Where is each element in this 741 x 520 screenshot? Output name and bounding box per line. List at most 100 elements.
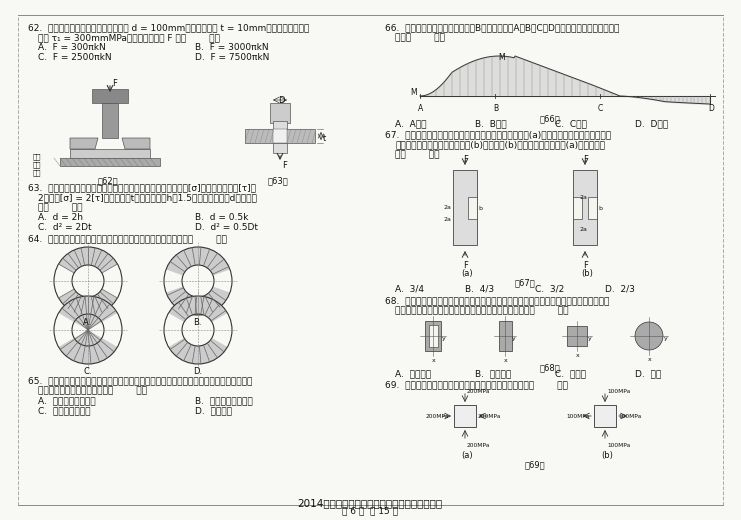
Text: B.  实心矩形: B. 实心矩形 — [475, 369, 511, 378]
Bar — [429, 325, 438, 347]
Text: 题66图: 题66图 — [540, 114, 561, 123]
Text: D.  无法确定: D. 无法确定 — [195, 406, 232, 415]
Text: C.  d² = 2Dt: C. d² = 2Dt — [38, 223, 92, 232]
Text: A.  A截面: A. A截面 — [395, 119, 427, 128]
Text: (b): (b) — [601, 451, 613, 460]
Text: 题67图: 题67图 — [515, 278, 536, 287]
Polygon shape — [70, 138, 98, 149]
Text: B.  转速慢的轴扭矩大: B. 转速慢的轴扭矩大 — [195, 396, 253, 405]
Text: 面是（        ）。: 面是（ ）。 — [395, 33, 445, 42]
Polygon shape — [168, 296, 227, 322]
Text: 69.  按照第三强度理论，图示两种应力状态的危险程度是（        ）。: 69. 按照第三强度理论，图示两种应力状态的危险程度是（ ）。 — [385, 380, 568, 389]
Text: 冲模: 冲模 — [33, 169, 41, 176]
Text: 冲头: 冲头 — [33, 153, 41, 160]
Text: D.  2/3: D. 2/3 — [605, 285, 635, 294]
Text: F: F — [463, 155, 468, 164]
Text: D.: D. — [193, 367, 202, 376]
Text: 200MPa: 200MPa — [478, 414, 502, 419]
Text: M: M — [410, 88, 416, 97]
Text: 68.  梁的横截面可选用图示空心矩形、矩形、正方形和圆形四种之一，假设四种截面的面积: 68. 梁的横截面可选用图示空心矩形、矩形、正方形和圆形四种之一，假设四种截面的… — [385, 296, 609, 305]
Text: C.: C. — [83, 367, 91, 376]
Bar — [273, 121, 287, 153]
Text: D.  F = 7500πkN: D. F = 7500πkN — [195, 53, 270, 62]
Bar — [468, 197, 477, 219]
Text: (b): (b) — [581, 269, 593, 278]
Text: D: D — [278, 96, 285, 105]
Polygon shape — [59, 247, 117, 273]
Text: C.  各轴的扭矩相同: C. 各轴的扭矩相同 — [38, 406, 90, 415]
Text: x: x — [576, 353, 579, 358]
Text: 钢板: 钢板 — [33, 161, 41, 167]
Text: 63.  螺钉受力如图，已知螺钉和钢板的材料相同，拉伸许用应力[σ]是剪切许用应力[τ]的: 63. 螺钉受力如图，已知螺钉和钢板的材料相同，拉伸许用应力[σ]是剪切许用应力… — [28, 183, 256, 192]
Text: A.  d = 2h: A. d = 2h — [38, 213, 83, 222]
Polygon shape — [59, 296, 117, 330]
Text: A.  转速快的轴扭矩大: A. 转速快的轴扭矩大 — [38, 396, 96, 405]
Text: 对称位置也挖出同样的槽（如图(b)），则图(b)杆的最大压应力是图(a)最大压应力: 对称位置也挖出同样的槽（如图(b)），则图(b)杆的最大压应力是图(a)最大压应… — [395, 140, 605, 149]
Text: x: x — [504, 358, 508, 363]
Bar — [245, 129, 315, 143]
Text: 极限 τ₁ = 300mmMPa，需要的冲击力 F 是（        ）。: 极限 τ₁ = 300mmMPa，需要的冲击力 F 是（ ）。 — [38, 33, 220, 42]
Text: D.  D截面: D. D截面 — [635, 119, 668, 128]
Text: 是（        ）。: 是（ ）。 — [38, 203, 82, 212]
Text: x: x — [432, 358, 436, 363]
Text: 题69图: 题69图 — [525, 460, 545, 469]
Polygon shape — [168, 338, 227, 364]
Text: C.  C截面: C. C截面 — [555, 119, 587, 128]
Text: B.  B截面: B. B截面 — [475, 119, 507, 128]
Text: 100MPa: 100MPa — [618, 414, 641, 419]
Text: 均相等，载荷作用方向铅垂向下，承载能力最大的截面是（        ）。: 均相等，载荷作用方向铅垂向下，承载能力最大的截面是（ ）。 — [395, 306, 568, 315]
Text: C.  F = 2500πkN: C. F = 2500πkN — [38, 53, 112, 62]
Text: D.  d² = 0.5Dt: D. d² = 0.5Dt — [195, 223, 258, 232]
Text: 题68图: 题68图 — [540, 363, 561, 372]
Text: y: y — [442, 336, 446, 341]
Text: 200MPa: 200MPa — [467, 389, 491, 394]
Bar — [573, 197, 582, 219]
Bar — [425, 321, 441, 351]
Text: M: M — [498, 53, 505, 62]
Text: 200MPa: 200MPa — [426, 414, 449, 419]
Text: y: y — [512, 336, 516, 341]
Text: F: F — [583, 261, 588, 270]
Text: y: y — [588, 336, 592, 341]
Polygon shape — [166, 247, 230, 276]
Text: C.  正方形: C. 正方形 — [555, 369, 586, 378]
Polygon shape — [59, 330, 117, 364]
Text: 100MPa: 100MPa — [566, 414, 589, 419]
Text: F: F — [112, 79, 117, 88]
Text: 2a: 2a — [579, 227, 587, 232]
Text: 64.  图示受扭空心圆轴横截面上的切应力分布图，其中正确的是（        ）；: 64. 图示受扭空心圆轴横截面上的切应力分布图，其中正确的是（ ）； — [28, 234, 227, 243]
Bar — [573, 170, 597, 245]
Text: 200MPa: 200MPa — [467, 443, 491, 448]
Text: (a): (a) — [461, 269, 473, 278]
Text: B.: B. — [193, 318, 202, 327]
Text: F: F — [463, 261, 468, 270]
Text: A.  空心矩形: A. 空心矩形 — [395, 369, 431, 378]
Text: B: B — [493, 104, 498, 113]
Text: A: A — [418, 104, 423, 113]
Text: D: D — [708, 104, 714, 113]
Text: t: t — [323, 134, 326, 143]
Circle shape — [635, 322, 663, 350]
Text: 第 6 页  共 15 页: 第 6 页 共 15 页 — [342, 506, 398, 515]
Bar — [567, 326, 587, 346]
Text: 100MPa: 100MPa — [607, 443, 631, 448]
Text: D.  圆形: D. 圆形 — [635, 369, 661, 378]
Text: 的（        ）。: 的（ ）。 — [395, 150, 439, 159]
Text: 题62图: 题62图 — [98, 176, 119, 185]
Text: (a): (a) — [461, 451, 473, 460]
Text: 2倍，即[σ] = 2[τ]，钢板厚度t是螺钉头高度h的1.5倍，则螺钉直径d的合理值: 2倍，即[σ] = 2[τ]，钢板厚度t是螺钉头高度h的1.5倍，则螺钉直径d的… — [38, 193, 257, 202]
Text: 2a: 2a — [579, 195, 587, 200]
Bar — [60, 158, 160, 166]
Text: y: y — [664, 336, 668, 341]
Text: b: b — [598, 206, 602, 211]
Text: B.  4/3: B. 4/3 — [465, 285, 494, 294]
Polygon shape — [59, 289, 117, 315]
Text: 67.  图示矩形截面受压杆，杆的中间段右侧有一槽，如图(a)所示，若在杆的左侧，即槽的: 67. 图示矩形截面受压杆，杆的中间段右侧有一槽，如图(a)所示，若在杆的左侧，… — [385, 130, 611, 139]
Bar — [453, 170, 477, 245]
Bar — [499, 321, 512, 351]
Text: F: F — [583, 155, 588, 164]
Text: 2a: 2a — [443, 217, 451, 222]
Bar — [594, 405, 616, 427]
Text: x: x — [648, 357, 652, 362]
Text: 66.  梁的弯矩图如图示，最大值在B截面。在梁的A、B、C、D四个截面中，剪力为零的截: 66. 梁的弯矩图如图示，最大值在B截面。在梁的A、B、C、D四个截面中，剪力为… — [385, 23, 619, 32]
